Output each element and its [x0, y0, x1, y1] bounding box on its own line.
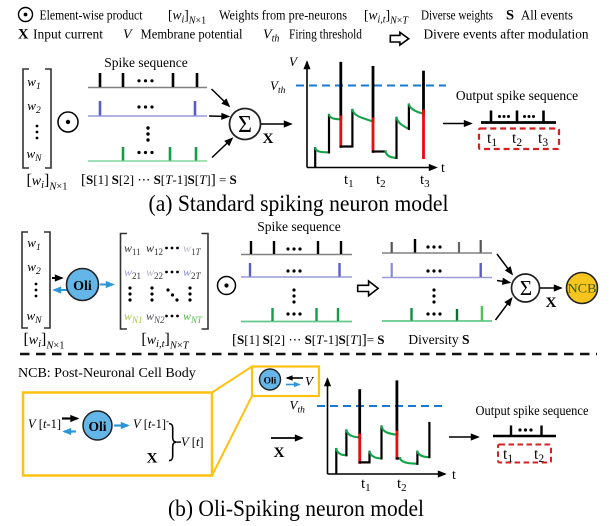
svg-text:wNT: wNT	[183, 309, 203, 325]
svg-text:Spike sequence: Spike sequence	[257, 219, 341, 234]
svg-text:w2: w2	[27, 259, 41, 277]
svg-text:X: X	[147, 451, 158, 467]
svg-text:w1: w1	[27, 74, 40, 92]
svg-text:Weights from pre-neurons: Weights from pre-neurons	[219, 8, 347, 23]
svg-text:[wi,t]N×T: [wi,t]N×T	[364, 8, 409, 27]
svg-text:t1: t1	[503, 446, 513, 465]
svg-text:[S[1] S[2] ⋯ S[T-1]S[T]]= S: [S[1] S[2] ⋯ S[T-1]S[T]]= S	[232, 332, 385, 348]
svg-text:w22: w22	[146, 265, 163, 281]
svg-text:[S[1] S[2] ⋯ S[T-1]S[T]] = S: [S[1] S[2] ⋯ S[T-1]S[T]] = S	[81, 172, 237, 188]
svg-text:wN1: wN1	[124, 309, 143, 325]
svg-text:w2: w2	[27, 98, 41, 116]
svg-text:X: X	[546, 295, 557, 311]
svg-text:All events: All events	[521, 8, 573, 23]
svg-text:w12: w12	[146, 241, 163, 257]
svg-text:Output spike sequence: Output spike sequence	[456, 88, 578, 103]
svg-text:Vth: Vth	[270, 78, 286, 96]
svg-text:NCB: Post-Neuronal Cell Body: NCB: Post-Neuronal Cell Body	[18, 366, 196, 381]
svg-text:Element-wise product: Element-wise product	[40, 8, 143, 23]
svg-text:V: V	[123, 28, 133, 43]
svg-text:w2T: w2T	[183, 265, 202, 281]
svg-text:[wi]N×1: [wi]N×1	[168, 8, 206, 27]
svg-text:t1: t1	[361, 476, 371, 494]
svg-text:Output spike sequence: Output spike sequence	[476, 403, 589, 418]
svg-text:Σ: Σ	[238, 112, 252, 138]
svg-text:Oli: Oli	[88, 419, 106, 434]
svg-text:NCB: NCB	[568, 281, 597, 296]
svg-text:t3: t3	[420, 172, 430, 190]
svg-text:V [t]: V [t]	[181, 435, 204, 449]
svg-text:Vth: Vth	[263, 28, 279, 45]
svg-text:[wi]N×1: [wi]N×1	[26, 172, 67, 193]
svg-text:Vth: Vth	[290, 398, 306, 416]
svg-text:wN2: wN2	[146, 309, 165, 325]
svg-text:[wi,t]N×T: [wi,t]N×T	[141, 331, 189, 352]
svg-text:wN: wN	[26, 146, 42, 164]
svg-text:t: t	[441, 161, 445, 176]
svg-text:X: X	[263, 131, 274, 147]
svg-text:Diversity S: Diversity S	[408, 332, 469, 347]
svg-text:(a) Standard spiking neuron mo: (a) Standard spiking neuron model	[149, 191, 449, 217]
svg-text:t2: t2	[397, 476, 407, 494]
svg-text:X: X	[18, 27, 29, 43]
svg-text:Σ: Σ	[520, 276, 532, 300]
svg-text:w1: w1	[27, 235, 40, 253]
svg-text:Diverse weights: Diverse weights	[421, 8, 493, 23]
svg-text:[wi]N×1: [wi]N×1	[23, 331, 64, 352]
svg-text:Oli: Oli	[73, 279, 92, 294]
svg-text:Firing threshold: Firing threshold	[289, 27, 362, 42]
svg-text:w21: w21	[124, 265, 141, 281]
svg-text:t1: t1	[487, 130, 497, 149]
svg-text:t1: t1	[344, 172, 354, 190]
svg-text:w1T: w1T	[183, 241, 202, 257]
svg-text:t2: t2	[534, 446, 544, 465]
svg-text:Membrane potential: Membrane potential	[141, 27, 243, 42]
svg-text:w11: w11	[124, 241, 141, 257]
svg-text:V: V	[305, 374, 315, 389]
svg-text:wN: wN	[26, 308, 42, 326]
svg-text:X: X	[274, 445, 285, 461]
svg-text:Divere events after modulation: Divere events after modulation	[424, 27, 589, 42]
svg-text:Oli: Oli	[264, 377, 277, 387]
svg-text:(b) Oli-Spiking neuron model: (b) Oli-Spiking neuron model	[168, 496, 424, 522]
svg-text:t2: t2	[376, 172, 386, 190]
svg-text:V [t-1]-: V [t-1]-	[133, 416, 169, 431]
svg-text:t: t	[452, 468, 456, 483]
svg-text:V [t-1]: V [t-1]	[28, 417, 61, 431]
svg-text:V: V	[289, 54, 299, 69]
svg-text:t2: t2	[512, 130, 522, 149]
svg-text:Spike sequence: Spike sequence	[104, 55, 188, 70]
svg-text:Input current: Input current	[33, 27, 103, 42]
svg-text:S: S	[506, 8, 514, 24]
svg-text:t3: t3	[538, 130, 548, 149]
